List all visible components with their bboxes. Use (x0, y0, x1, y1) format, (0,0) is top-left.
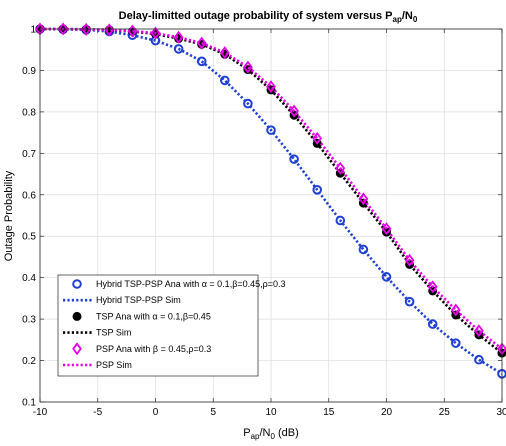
series-1 (39, 27, 503, 375)
y-tick-label: 0.9 (22, 66, 36, 77)
x-tick-label: -10 (33, 407, 48, 418)
chart-title: Delay-limitted outage probability of sys… (119, 10, 418, 24)
y-tick-label: 0.3 (22, 315, 36, 326)
y-tick-label: 0.6 (22, 190, 36, 201)
legend-entry: PSP Ana with β = 0.45,ρ=0.3 (72, 342, 211, 356)
x-tick-label: 15 (323, 407, 335, 418)
legend-entry: PSP Sim (63, 360, 132, 370)
x-axis-title: Pap/N0 (dB) (243, 427, 299, 441)
x-tick-label: 20 (381, 407, 393, 418)
legend-marker-swatch (72, 279, 82, 289)
data-point (220, 75, 230, 86)
data-point (404, 253, 415, 267)
data-point (196, 56, 207, 67)
x-tick-label: 5 (210, 407, 216, 418)
legend-box (57, 274, 259, 377)
x-tick-label: 0 (153, 407, 159, 418)
x-tick-label: 10 (265, 407, 277, 418)
data-point (58, 22, 68, 36)
data-point (173, 30, 184, 44)
y-tick-label: 0.8 (22, 107, 36, 118)
data-point (289, 104, 299, 118)
data-point (381, 222, 392, 236)
plot-frame (39, 28, 503, 403)
legend-items: Hybrid TSP-PSP Ana with α = 0.1,β=0.45,ρ… (63, 279, 286, 370)
legend-entry: Hybrid TSP-PSP Ana with α = 0.1,β=0.45,ρ… (72, 279, 286, 289)
data-point (474, 354, 484, 365)
data-point (427, 280, 438, 294)
legend-label: TSP Sim (96, 328, 131, 338)
x-tick-label: 30 (496, 407, 506, 418)
data-point (358, 244, 369, 255)
data-point (427, 319, 438, 329)
data-point (243, 98, 253, 109)
legend-marker-swatch (72, 342, 82, 356)
legend-label: TSP Ana with α = 0.1,β=0.45 (96, 311, 211, 321)
legend-entry: TSP Ana with α = 0.1,β=0.45 (72, 311, 211, 321)
series-layer (35, 22, 506, 379)
series-3 (40, 27, 503, 355)
legend-label: PSP Sim (96, 360, 132, 370)
data-point (150, 26, 161, 40)
y-tick-label: 0.1 (22, 398, 36, 409)
y-axis-title: Outage Probability (3, 170, 15, 261)
series-line (39, 27, 503, 375)
legend-marker-swatch (72, 311, 82, 321)
data-point (104, 23, 115, 37)
data-point (289, 154, 299, 164)
series-line (40, 27, 503, 355)
legend-entry: Hybrid TSP-PSP Sim (63, 295, 181, 305)
y-tick-label: 0.2 (22, 356, 36, 367)
legend-label: Hybrid TSP-PSP Ana with α = 0.1,β=0.45,ρ… (96, 279, 286, 289)
data-point (127, 24, 138, 38)
y-tick-label: 1 (30, 25, 36, 36)
legend: Hybrid TSP-PSP Ana with α = 0.1,β=0.45,ρ… (57, 274, 286, 377)
data-point (312, 185, 323, 195)
data-point (404, 296, 415, 307)
y-tick-label: 0.7 (22, 149, 36, 160)
data-point (81, 22, 92, 36)
y-tick-label: 0.4 (22, 273, 36, 284)
legend-label: PSP Ana with β = 0.45,ρ=0.3 (96, 344, 211, 354)
data-point (312, 131, 323, 145)
data-point (381, 272, 392, 282)
x-tick-label: 25 (439, 407, 451, 418)
data-point (266, 125, 276, 135)
y-tick-label: 0.5 (22, 232, 36, 243)
legend-entry: TSP Sim (63, 328, 131, 338)
data-point (335, 215, 346, 226)
axis-ticks: -10 -5 0 5 10 15 20 25 30 0.1 0.2 0.3 0.4 0.5 0.6 0.7 0.… (22, 25, 506, 419)
x-tick-label: -5 (93, 407, 102, 418)
legend-label: Hybrid TSP-PSP Sim (96, 295, 181, 305)
data-point (451, 338, 461, 348)
